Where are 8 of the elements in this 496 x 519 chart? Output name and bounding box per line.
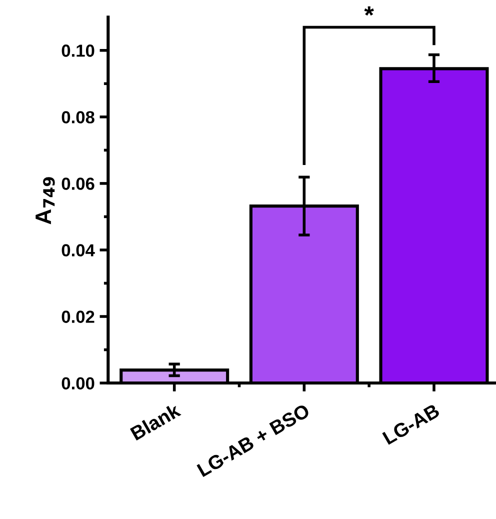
y-tick-label: 0.02 <box>62 310 94 323</box>
y-tick-label: 0.00 <box>62 377 94 390</box>
y-tick-label: 0.08 <box>62 111 94 124</box>
y-tick-label: 0.06 <box>62 178 94 190</box>
y-axis-title: A$_{749}$ <box>36 177 55 224</box>
y-tick-label: 0.04 <box>62 244 95 256</box>
text: * <box>364 6 374 16</box>
y-tick-label: 0.10 <box>62 44 94 57</box>
